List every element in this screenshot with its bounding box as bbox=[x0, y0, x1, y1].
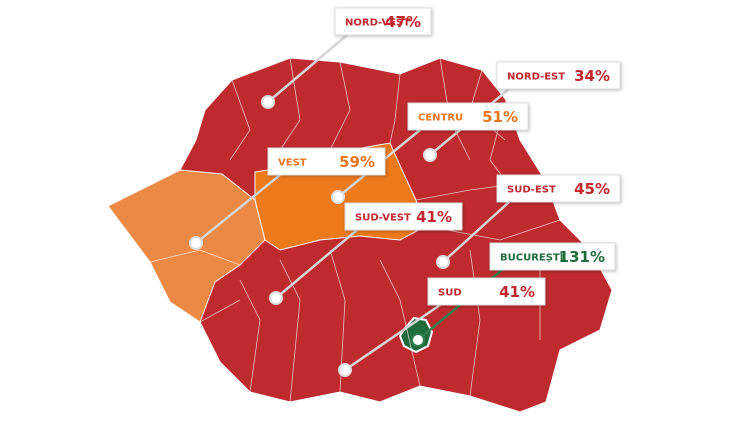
leader-line bbox=[267, 34, 348, 103]
region-name: SUD-EST bbox=[507, 185, 556, 196]
region-value: 59% bbox=[339, 153, 375, 171]
region-name: VEST bbox=[278, 158, 307, 169]
label-box bbox=[267, 147, 386, 176]
leader-line bbox=[442, 201, 510, 263]
label-box bbox=[496, 174, 621, 203]
marker-dot bbox=[261, 95, 275, 109]
label-box bbox=[344, 202, 463, 231]
marker-dot bbox=[411, 333, 425, 347]
label-box bbox=[496, 61, 621, 90]
region-value: 131% bbox=[559, 248, 605, 266]
marker-dot bbox=[269, 291, 283, 305]
region-name: NORD-EST bbox=[507, 72, 565, 83]
region-value: 45% bbox=[574, 180, 610, 198]
marker-dot bbox=[331, 190, 345, 204]
region-value: 34% bbox=[574, 67, 610, 85]
region-name: BUCUREȘTI bbox=[500, 253, 563, 264]
region-value: 41% bbox=[499, 283, 535, 301]
label-box bbox=[407, 102, 529, 131]
region-name: NORD-VEST bbox=[345, 18, 410, 29]
marker-dot bbox=[436, 255, 450, 269]
region-value: 47% bbox=[385, 13, 421, 31]
region-name: SUD bbox=[438, 288, 462, 299]
region-value: 51% bbox=[482, 108, 518, 126]
marker-dot bbox=[338, 363, 352, 377]
label-box bbox=[489, 242, 616, 271]
label-box bbox=[427, 277, 546, 306]
region-name: SUD-VEST bbox=[355, 213, 411, 224]
marker-dot bbox=[423, 148, 437, 162]
leader-line bbox=[344, 303, 441, 372]
region-name: CENTRU bbox=[418, 113, 463, 124]
marker-dot bbox=[189, 236, 203, 250]
label-box bbox=[334, 7, 432, 36]
leader-line bbox=[275, 229, 358, 299]
leader-line bbox=[195, 174, 281, 244]
region-value: 41% bbox=[416, 208, 452, 226]
